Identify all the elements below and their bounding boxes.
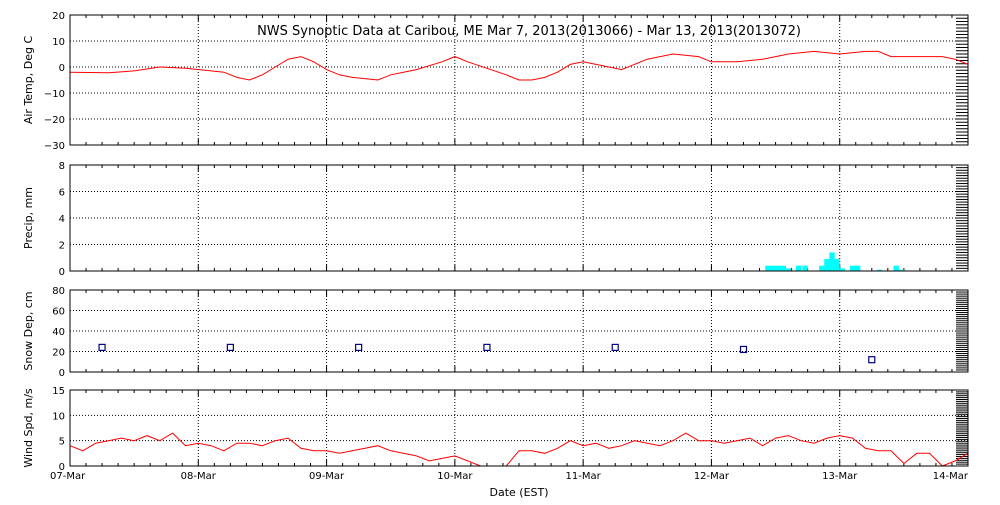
precip-frame (69, 164, 969, 272)
temp-y-tick-label: −20 (44, 115, 65, 126)
temp-panel: 20 10 0 −10 −20 −30 Air Temp, Deg C (22, 11, 969, 152)
snow-frame (69, 289, 969, 373)
wind-y-axis-label: Wind Spd, m/s (22, 388, 35, 468)
temp-y-tick-label: −30 (44, 141, 65, 152)
snow-marker (226, 343, 234, 351)
precip-y-tick-label: 0 (59, 267, 65, 278)
precip-bar (834, 259, 840, 271)
precip-bar (795, 265, 802, 271)
precip-y-tick-label: 6 (59, 188, 65, 199)
precip-bar (802, 265, 808, 271)
precip-y-tick-label: 4 (59, 214, 65, 225)
x-axis-label: Date (EST) (489, 486, 548, 499)
precip-bar (893, 265, 899, 271)
x-tick-label: 07-Mar (50, 471, 86, 482)
precip-bar (780, 265, 786, 271)
precip-bar (824, 259, 830, 271)
snow-marker (355, 343, 363, 351)
wind-y-tick-label: 0 (59, 462, 65, 473)
wind-y-tick-label: 15 (52, 386, 65, 397)
temp-y-axis-label: Air Temp, Deg C (22, 36, 35, 125)
wind-panel: 15 10 5 0 Wind Spd, m/s (22, 386, 969, 473)
wind-series-line (69, 432, 969, 467)
precip-bar (849, 265, 856, 271)
snow-marker (739, 345, 748, 354)
precip-bar (898, 269, 904, 271)
wind-y-tick-label: 5 (59, 437, 65, 448)
precip-panel: 8 6 4 2 0 Precip, mm (22, 161, 969, 278)
x-tick-label: 13-Mar (822, 471, 858, 482)
precip-bar (819, 265, 825, 271)
snow-y-axis-label: Snow Dep, cm (22, 291, 35, 370)
precip-bar (829, 252, 835, 271)
precip-y-tick-label: 2 (59, 241, 65, 252)
snow-panel: 80 60 40 20 0 Snow Dep, cm (22, 286, 969, 379)
chart-title: NWS Synoptic Data at Caribou, ME Mar 7, … (257, 24, 801, 39)
temp-y-tick-label: −10 (44, 89, 65, 100)
temp-series-line (69, 50, 969, 81)
temp-y-tick-label: 0 (59, 63, 65, 74)
precip-bar (876, 269, 883, 271)
precip-bar (770, 265, 776, 271)
precip-bar (839, 268, 845, 271)
precip-bar (854, 265, 861, 271)
x-tick-label: 08-Mar (181, 471, 217, 482)
x-tick-label: 10-Mar (437, 471, 473, 482)
snow-marker (483, 343, 491, 351)
snow-y-tick-label: 20 (52, 348, 65, 359)
snow-y-tick-label: 40 (52, 327, 65, 338)
snow-y-tick-label: 0 (59, 368, 65, 379)
precip-bar (785, 268, 792, 271)
snow-y-tick-label: 80 (52, 286, 65, 297)
precip-y-axis-label: Precip, mm (22, 187, 35, 249)
x-tick-label: 14-Mar (933, 471, 969, 482)
precip-bar (775, 265, 781, 271)
wind-y-tick-label: 10 (52, 411, 65, 422)
temp-y-tick-label: 20 (52, 11, 65, 22)
wind-frame (69, 389, 969, 467)
snow-marker (98, 343, 106, 351)
x-tick-label: 09-Mar (309, 471, 345, 482)
precip-bar (765, 265, 771, 271)
temp-frame (69, 14, 969, 146)
snow-marker (868, 356, 876, 364)
x-tick-label: 11-Mar (566, 471, 602, 482)
temp-y-tick-label: 10 (52, 37, 65, 48)
x-tick-label: 12-Mar (694, 471, 730, 482)
snow-marker (611, 343, 619, 351)
precip-y-tick-label: 8 (59, 161, 65, 172)
snow-y-tick-label: 60 (52, 307, 65, 318)
